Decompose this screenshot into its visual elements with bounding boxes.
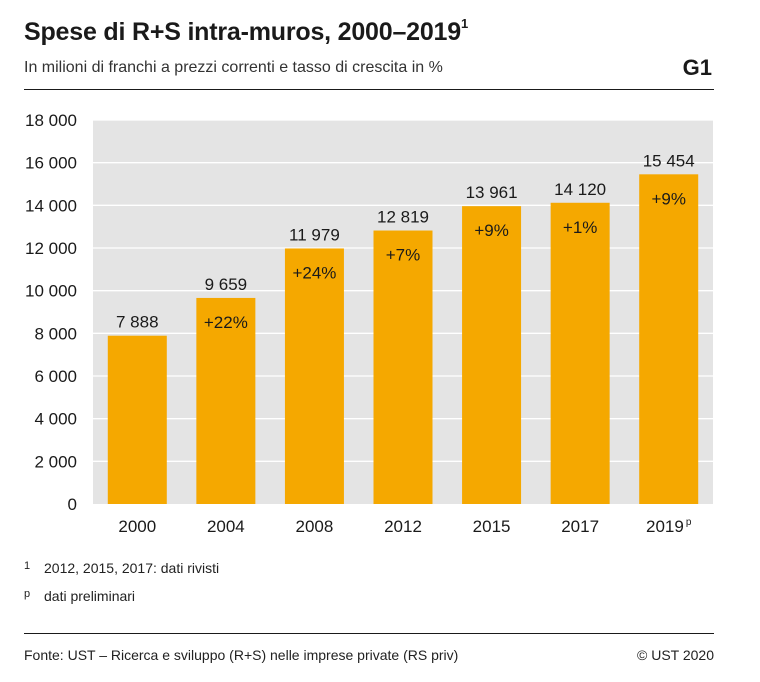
chart-subtitle: In milioni di franchi a prezzi correnti … <box>24 59 443 76</box>
bar-growth-label: +7% <box>386 246 421 265</box>
bar-value-label: 15 454 <box>643 151 695 170</box>
chart-code: G1 <box>682 55 712 80</box>
bar-value-label: 13 961 <box>466 183 518 202</box>
bar <box>462 206 522 504</box>
bar <box>373 230 433 504</box>
bar <box>550 202 610 505</box>
bar-growth-label: +9% <box>474 221 509 240</box>
title-footnote-mark: 1 <box>460 16 469 31</box>
footnote-1-text: 2012, 2015, 2017: dati rivisti <box>44 560 220 576</box>
bar-value-label: 12 819 <box>377 208 429 227</box>
footer-divider <box>24 633 714 634</box>
bar-growth-label: +24% <box>292 263 336 282</box>
bar <box>639 174 699 504</box>
x-tick-label: 2000 <box>118 517 156 536</box>
y-tick-label: 8 000 <box>34 324 77 343</box>
x-tick-label: 2008 <box>296 517 334 536</box>
footnote-p-mark: p <box>24 588 31 600</box>
y-tick-label: 0 <box>68 495 77 514</box>
source-note: Fonte: UST – Ricerca e sviluppo (R+S) ne… <box>24 647 459 663</box>
footnote-p-text: dati preliminari <box>44 588 136 604</box>
bar-value-label: 7 888 <box>116 313 159 332</box>
y-tick-label: 4 000 <box>34 410 77 429</box>
x-tick-label: 2012 <box>384 517 422 536</box>
bar-growth-label: +9% <box>651 189 686 208</box>
y-tick-label: 6 000 <box>34 367 77 386</box>
header-divider <box>24 89 714 90</box>
x-tick-label: 2019 p <box>646 517 692 536</box>
bar <box>196 297 256 504</box>
footnote-1: 1 2012, 2015, 2017: dati rivisti <box>24 560 219 576</box>
y-tick-label: 16 000 <box>25 154 77 173</box>
bar-growth-label: +22% <box>204 313 248 332</box>
chart-title: Spese di R+S intra-muros, 2000–20191 <box>24 16 469 47</box>
y-tick-label: 14 000 <box>25 196 77 215</box>
footnote-1-mark: 1 <box>24 560 31 572</box>
title-text: Spese di R+S intra-muros, 2000–2019 <box>24 18 461 46</box>
y-tick-label: 18 000 <box>25 111 77 130</box>
bar-value-label: 14 120 <box>554 180 606 199</box>
bar <box>284 248 344 504</box>
plot-area: 0 2 000 4 000 6 000 8 000 10 000 12 000 14 000 1… <box>25 111 713 536</box>
y-tick-label: 12 000 <box>25 239 77 258</box>
bar-value-label: 9 659 <box>205 275 248 294</box>
bar-value-label: 11 979 <box>289 225 340 244</box>
x-tick-label: 2015 <box>473 517 511 536</box>
bar-chart: 0 2 000 4 000 6 000 8 000 10 000 12 000 14 000 1… <box>25 111 713 536</box>
bar-growth-label: +1% <box>563 218 598 237</box>
copyright: © UST 2020 <box>637 647 714 663</box>
footnote-p: p dati preliminari <box>24 588 135 604</box>
bar <box>107 335 167 504</box>
y-tick-label: 2 000 <box>34 452 77 471</box>
y-tick-label: 10 000 <box>25 282 77 301</box>
x-tick-label: 2004 <box>207 517 245 536</box>
x-tick-suffix: p <box>686 517 692 528</box>
x-tick-label: 2017 <box>561 517 599 536</box>
